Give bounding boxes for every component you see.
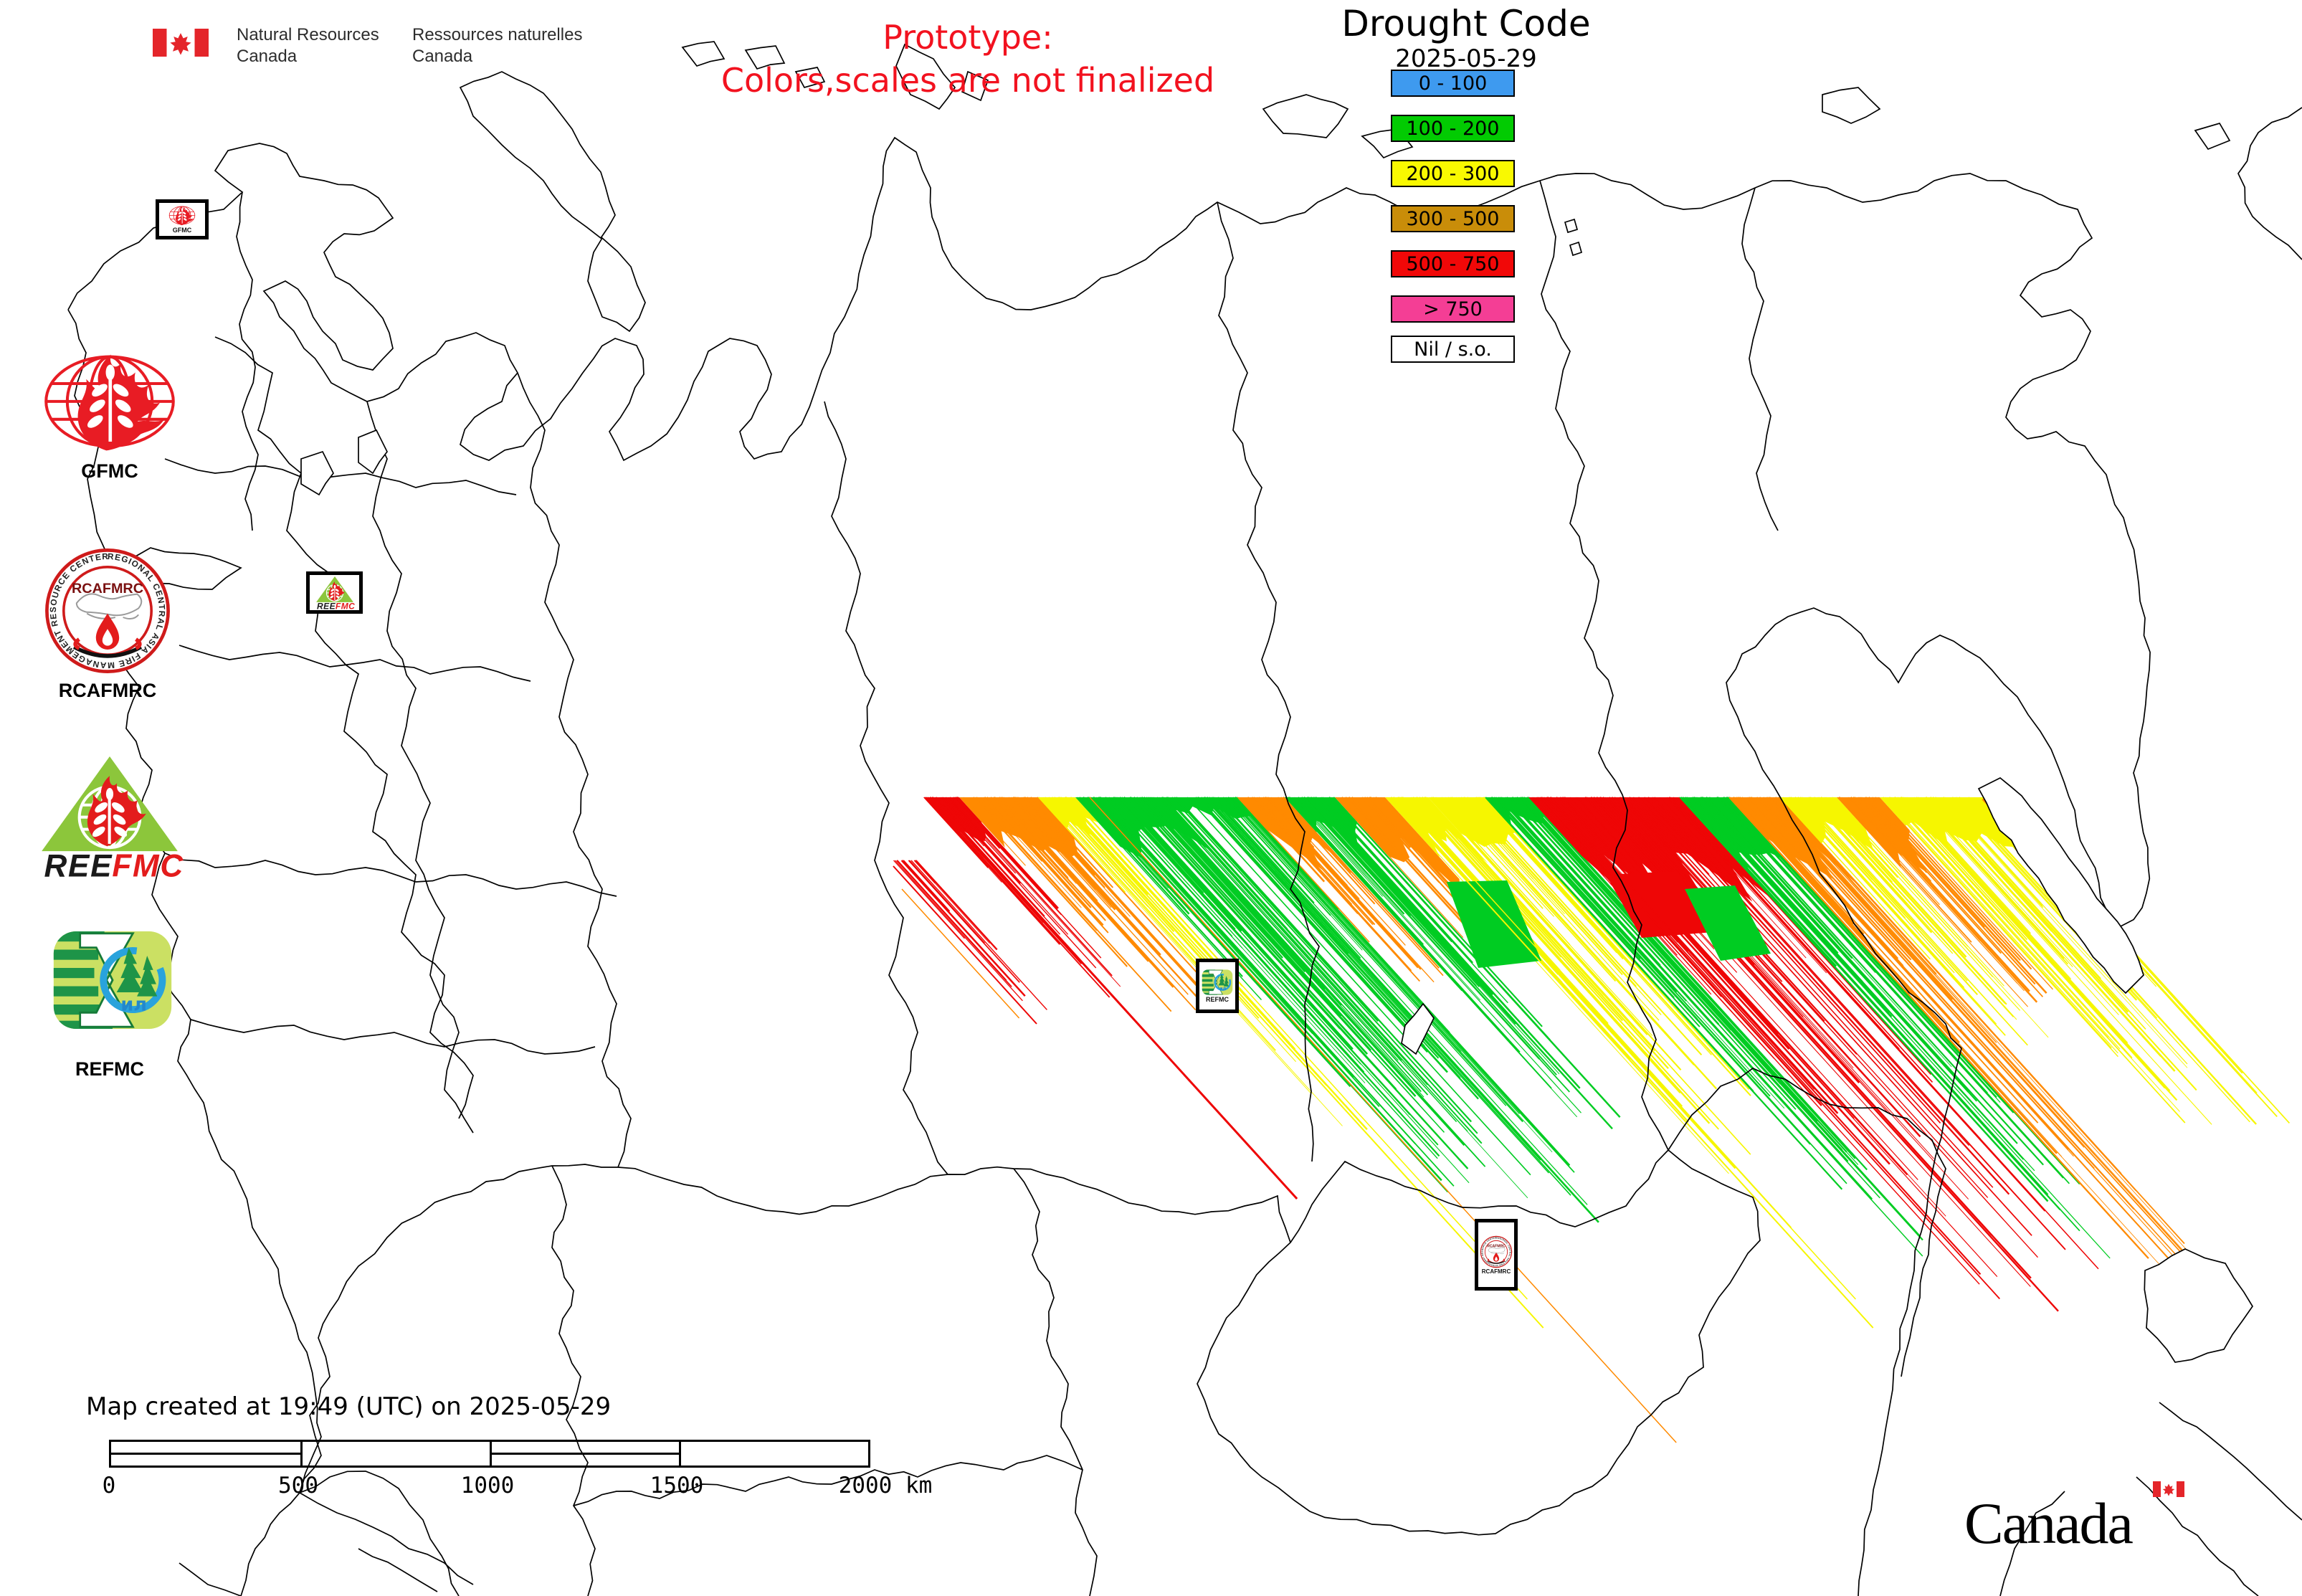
agency-name-fr: Ressources naturelles Canada bbox=[412, 25, 583, 66]
prototype-line1: Prototype: bbox=[883, 18, 1053, 57]
rcafmrc-logo bbox=[43, 546, 172, 678]
canada-wordmark: Canada bbox=[1964, 1491, 2134, 1556]
scale-tick-1500: 1500 bbox=[650, 1473, 704, 1498]
agency-name-en: Natural Resources Canada bbox=[237, 25, 379, 66]
marker-reefmc bbox=[306, 571, 363, 614]
legend-class-200-300: 200 - 300 bbox=[1391, 160, 1515, 187]
marker-gfmc: GFMC bbox=[156, 199, 209, 239]
scale-tick-2000: 2000 km bbox=[838, 1473, 933, 1498]
legend-class-gt-750: > 750 bbox=[1391, 295, 1515, 323]
gfmc-label: GFMC bbox=[81, 460, 138, 482]
legend-date: 2025-05-29 bbox=[1395, 44, 1537, 73]
scale-tick-1000: 1000 bbox=[460, 1473, 515, 1498]
legend-title: Drought Code bbox=[1341, 3, 1591, 44]
canada-flag-icon bbox=[153, 29, 209, 60]
legend-class-0-100: 0 - 100 bbox=[1391, 70, 1515, 97]
legend-class-100-200: 100 - 200 bbox=[1391, 115, 1515, 142]
map-borders-layer bbox=[67, 41, 2302, 1596]
prototype-line2: Colors,scales are not finalized bbox=[720, 61, 1215, 100]
legend-class-500-750: 500 - 750 bbox=[1391, 250, 1515, 277]
rcafmrc-label: RCAFMRC bbox=[58, 680, 157, 701]
canada-wordmark-flag-icon bbox=[2153, 1481, 2184, 1500]
drought-streaks-layer bbox=[893, 796, 2291, 1443]
map-created-timestamp: Map created at 19:49 (UTC) on 2025-05-29 bbox=[86, 1392, 612, 1421]
refmc-label: REFMC bbox=[75, 1058, 144, 1080]
scale-tick-500: 500 bbox=[278, 1473, 318, 1498]
legend-class-nil: Nil / s.o. bbox=[1391, 336, 1515, 363]
legend-class-300-500: 300 - 500 bbox=[1391, 205, 1515, 232]
prototype-disclaimer: Prototype: Colors,scales are not finaliz… bbox=[645, 16, 1290, 102]
scale-tick-0: 0 bbox=[102, 1473, 116, 1498]
refmc-logo bbox=[52, 929, 173, 1034]
scale-bar bbox=[109, 1440, 870, 1468]
gfmc-logo bbox=[42, 350, 178, 460]
reefmc-logo bbox=[34, 751, 185, 883]
marker-refmc: REFMC bbox=[1196, 959, 1239, 1013]
marker-rcafmrc: RCAFMRC bbox=[1475, 1219, 1518, 1291]
